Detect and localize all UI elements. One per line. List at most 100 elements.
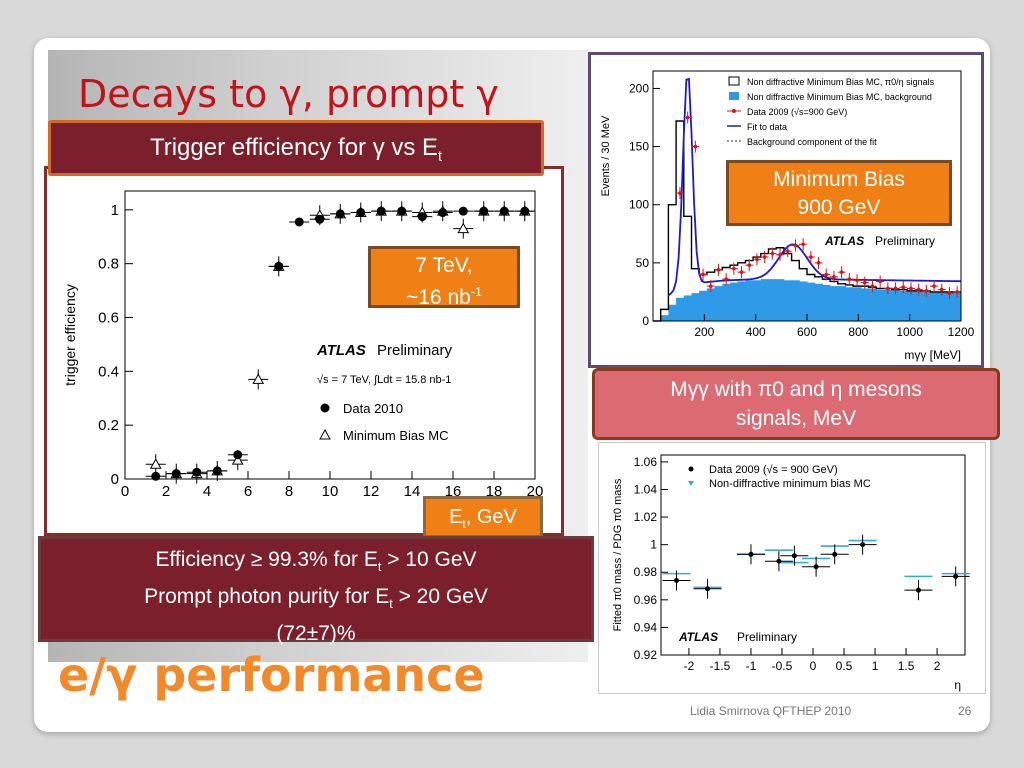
y-tick-label: 0.96	[634, 593, 658, 607]
mc-background-bar	[845, 287, 854, 321]
x-axis-label: η	[954, 678, 961, 692]
y-tick-label: 0.92	[634, 648, 658, 662]
legend-signal-marker	[728, 76, 740, 86]
x-tick-label: 6	[244, 483, 252, 500]
trigger-efficiency-chart: 0 2 4 6 8 10 12 14 16 18 20 0 0.2 0.4 0.6 0.8 1 trigger e…	[44, 166, 564, 536]
x-tick-label: 1	[872, 659, 879, 673]
data-point	[862, 280, 867, 285]
data-point	[376, 206, 386, 216]
page-number: 26	[958, 704, 972, 718]
mc-background-bar	[914, 290, 923, 321]
data-point	[479, 206, 489, 216]
y-tick-label: 0.94	[634, 620, 658, 634]
mgg-spectrum-svg: 200 400 600 800 1000 1200 0 50 100 150 200 Events /…	[600, 70, 975, 362]
mc-background-bar	[745, 280, 754, 321]
mgg-caption-box: Mγγ with π0 and η mesons signals, MeV	[592, 368, 1000, 440]
mc-background-bar	[945, 291, 954, 321]
data-point	[397, 206, 407, 216]
trigger-efficiency-label-box: Trigger efficiency for γ vs Et	[48, 120, 544, 176]
mc-background-bar	[868, 288, 877, 321]
data-point	[356, 208, 366, 218]
mc-background-bar	[899, 290, 908, 321]
data-point	[801, 242, 805, 247]
mc-background-bar	[837, 286, 846, 321]
mc-background-bar	[876, 289, 885, 321]
legend-mc-label: Minimum Bias MC	[343, 428, 448, 443]
mc-point	[231, 454, 244, 465]
legend-mc-label: Non-diffractive minimum bias MC	[709, 478, 871, 490]
y-tick-label: 0.98	[634, 565, 658, 579]
x-tick-label: 0	[810, 659, 817, 673]
pi0-mass-chart: 0.92 0.94 0.96 0.98 1 1.02 1.04 1.06 -2 -1.5 -1 -0.…	[598, 442, 986, 694]
data-point	[860, 542, 866, 548]
mc-background-bar	[730, 282, 739, 321]
efficiency-line2b: > 20 GeV	[392, 585, 488, 609]
mc-background-bar	[776, 279, 785, 321]
legend-background-marker	[729, 92, 739, 100]
data-point	[832, 551, 838, 557]
x-tick-label: 600	[797, 325, 817, 339]
y-tick-label: 1	[111, 202, 119, 219]
data-point	[870, 284, 875, 288]
data-point	[171, 469, 181, 479]
data-point	[705, 586, 711, 592]
data-point	[520, 206, 530, 216]
x-tick-label: 400	[746, 325, 766, 339]
data-point	[909, 286, 913, 291]
y-tick-label: 1.06	[634, 455, 658, 469]
mc-background-bar	[783, 280, 793, 321]
data-point	[953, 573, 959, 579]
mc-background-bar	[683, 295, 692, 321]
mgg-caption-line2: signals, MeV	[735, 407, 857, 430]
fit-curve	[667, 77, 962, 297]
legend-preliminary: Preliminary	[377, 342, 453, 359]
efficiency-line1-sub: t	[377, 560, 382, 575]
mc-background-bar	[676, 297, 685, 321]
data-point	[674, 578, 680, 584]
data-point	[732, 266, 736, 271]
mc-background-bar	[953, 291, 962, 321]
data-point	[813, 564, 819, 570]
legend-atlas: ATLAS	[316, 342, 366, 359]
data-point	[748, 551, 754, 557]
data-point	[785, 249, 790, 254]
efficiency-line2a: Prompt photon purity for E	[144, 585, 390, 609]
legend-data-marker	[688, 466, 694, 472]
efficiency-line2-sub: t	[389, 597, 393, 612]
mc-background-bar	[884, 289, 893, 321]
energy-box: 7 TeV, ~16 nb-1	[368, 246, 520, 309]
data-point	[701, 272, 705, 277]
data-point	[886, 286, 890, 291]
x-tick-label: 16	[445, 483, 462, 500]
x-tick-label: -2	[684, 659, 695, 673]
mc-background-bar	[891, 289, 900, 321]
et-gev-box: Et, GeV	[423, 496, 543, 538]
data-point	[151, 471, 161, 481]
legend-label: Non diffractive Minimum Bias MC, π0/η si…	[747, 77, 935, 87]
data-point	[832, 275, 836, 279]
chart-preliminary: Preliminary	[737, 630, 797, 644]
efficiency-line1b: > 10 GeV	[381, 548, 477, 571]
y-tick-label: 0.8	[98, 256, 119, 273]
legend-mc-marker	[688, 481, 694, 486]
x-tick-label: 200	[694, 325, 714, 339]
mc-background-bar	[791, 280, 800, 321]
x-tick-label: -1	[746, 659, 757, 673]
x-tick-label: 20	[527, 483, 544, 500]
chart-atlas: ATLAS	[678, 630, 718, 644]
x-tick-label: -0.5	[772, 659, 793, 673]
slide-title: Decays to γ, prompt γ	[78, 72, 499, 116]
x-tick-label: 1.5	[898, 659, 915, 673]
data-point	[755, 257, 759, 262]
mc-background-bar	[907, 290, 916, 321]
data-point	[916, 287, 921, 292]
data-point	[685, 115, 690, 120]
mc-background-bar	[706, 288, 716, 321]
plot-frame	[124, 190, 536, 480]
y-tick-label: 0.2	[98, 417, 119, 434]
y-tick-label: 0	[111, 471, 119, 488]
y-tick-label: 150	[629, 140, 649, 154]
chart-atlas: ATLAS	[824, 234, 864, 248]
data-point	[315, 214, 325, 224]
x-axis-label: mγγ [MeV]	[904, 348, 961, 362]
